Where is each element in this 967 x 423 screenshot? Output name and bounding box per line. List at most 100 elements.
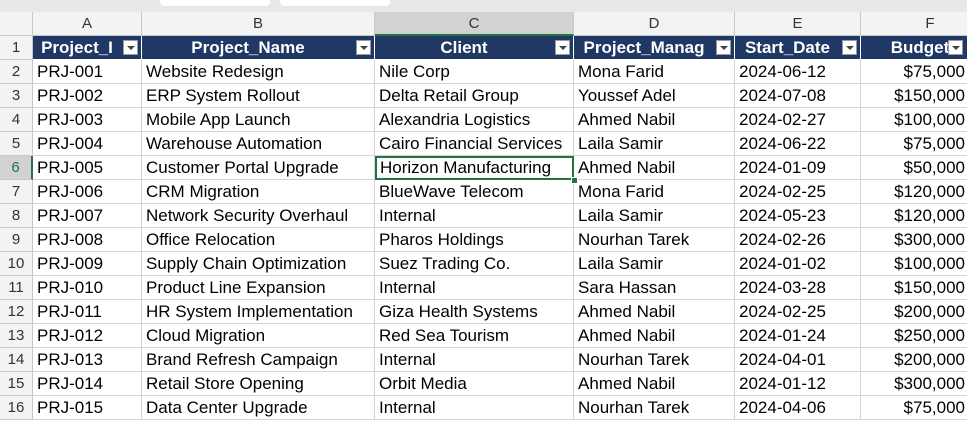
cell[interactable]: Ahmed Nabil [574,300,735,324]
cell[interactable]: Suez Trading Co. [375,252,574,276]
cell[interactable]: Giza Health Systems [375,300,574,324]
cell[interactable]: PRJ-008 [33,228,142,252]
cell[interactable]: $50,000 [861,156,967,180]
cell[interactable]: Mona Farid [574,60,735,84]
row-header[interactable]: 15 [0,372,33,396]
cell[interactable]: Ahmed Nabil [574,324,735,348]
row-header[interactable]: 11 [0,276,33,300]
row-header[interactable]: 13 [0,324,33,348]
cell[interactable]: Cairo Financial Services [375,132,574,156]
cell[interactable]: PRJ-002 [33,84,142,108]
cell[interactable]: PRJ-014 [33,372,142,396]
cell[interactable]: $100,000 [861,108,967,132]
cell[interactable]: Laila Samir [574,252,735,276]
column-header[interactable]: D [574,12,735,36]
cell[interactable]: PRJ-001 [33,60,142,84]
cell[interactable]: PRJ-004 [33,132,142,156]
row-header[interactable]: 9 [0,228,33,252]
cell[interactable]: PRJ-003 [33,108,142,132]
cell[interactable]: Sara Hassan [574,276,735,300]
cell[interactable]: 2024-07-08 [735,84,861,108]
cell[interactable]: HR System Implementation [142,300,375,324]
cell[interactable]: $75,000 [861,396,967,420]
cell[interactable]: $300,000 [861,372,967,396]
filter-button[interactable] [356,40,371,55]
cell[interactable]: Nile Corp [375,60,574,84]
cell[interactable]: PRJ-013 [33,348,142,372]
cell[interactable]: Ahmed Nabil [574,156,735,180]
cell[interactable]: CRM Migration [142,180,375,204]
cell[interactable]: 2024-02-27 [735,108,861,132]
cell[interactable]: 2024-02-25 [735,180,861,204]
row-header[interactable]: 5 [0,132,33,156]
row-header[interactable]: 3 [0,84,33,108]
cell[interactable]: 2024-01-24 [735,324,861,348]
cell[interactable]: 2024-01-09 [735,156,861,180]
column-header[interactable]: E [735,12,861,36]
cell[interactable]: Internal [375,396,574,420]
cell[interactable]: $150,000 [861,276,967,300]
cell[interactable]: PRJ-011 [33,300,142,324]
cell[interactable]: Alexandria Logistics [375,108,574,132]
cell[interactable]: Laila Samir [574,132,735,156]
cell[interactable]: Mobile App Launch [142,108,375,132]
cell[interactable]: Delta Retail Group [375,84,574,108]
cell[interactable]: $100,000 [861,252,967,276]
cell[interactable]: Product Line Expansion [142,276,375,300]
cell[interactable]: Youssef Adel [574,84,735,108]
cell[interactable]: Brand Refresh Campaign [142,348,375,372]
cell[interactable]: Ahmed Nabil [574,372,735,396]
cell[interactable]: PRJ-010 [33,276,142,300]
filter-button[interactable] [555,40,570,55]
column-header[interactable]: A [33,12,142,36]
row-header[interactable]: 10 [0,252,33,276]
cell[interactable]: Horizon Manufacturing [375,156,574,180]
cell[interactable]: Customer Portal Upgrade [142,156,375,180]
cell[interactable]: 2024-04-01 [735,348,861,372]
cell[interactable]: Nourhan Tarek [574,228,735,252]
cell[interactable]: $300,000 [861,228,967,252]
cell[interactable]: $150,000 [861,84,967,108]
cell[interactable]: Orbit Media [375,372,574,396]
row-header[interactable]: 8 [0,204,33,228]
column-header[interactable]: F [861,12,967,36]
cell[interactable]: $120,000 [861,180,967,204]
fill-handle[interactable] [571,177,578,184]
cell[interactable]: Internal [375,276,574,300]
cell[interactable]: 2024-02-25 [735,300,861,324]
cell[interactable]: 2024-06-12 [735,60,861,84]
cell[interactable]: PRJ-006 [33,180,142,204]
filter-button[interactable] [123,40,138,55]
row-header[interactable]: 2 [0,60,33,84]
cell[interactable]: 2024-06-22 [735,132,861,156]
cell[interactable]: PRJ-005 [33,156,142,180]
cell[interactable]: PRJ-015 [33,396,142,420]
row-header[interactable]: 4 [0,108,33,132]
cell[interactable]: Network Security Overhaul [142,204,375,228]
cell[interactable]: PRJ-012 [33,324,142,348]
row-header[interactable]: 14 [0,348,33,372]
cell[interactable]: PRJ-009 [33,252,142,276]
row-header[interactable]: 12 [0,300,33,324]
cell[interactable]: 2024-02-26 [735,228,861,252]
filter-button[interactable] [948,40,963,55]
column-header[interactable]: C [375,12,574,36]
cell[interactable]: Website Redesign [142,60,375,84]
cell[interactable]: 2024-01-12 [735,372,861,396]
cell[interactable]: BlueWave Telecom [375,180,574,204]
cell[interactable]: Laila Samir [574,204,735,228]
row-header[interactable]: 7 [0,180,33,204]
cell[interactable]: 2024-03-28 [735,276,861,300]
cell[interactable]: Red Sea Tourism [375,324,574,348]
cell[interactable]: Pharos Holdings [375,228,574,252]
cell[interactable]: Warehouse Automation [142,132,375,156]
cell[interactable]: PRJ-007 [33,204,142,228]
filter-button[interactable] [842,40,857,55]
cell[interactable]: 2024-04-06 [735,396,861,420]
cell[interactable]: Internal [375,348,574,372]
cell[interactable]: 2024-05-23 [735,204,861,228]
cell[interactable]: Mona Farid [574,180,735,204]
row-header[interactable]: 6 [0,156,33,180]
cell[interactable]: Supply Chain Optimization [142,252,375,276]
cell[interactable]: Retail Store Opening [142,372,375,396]
